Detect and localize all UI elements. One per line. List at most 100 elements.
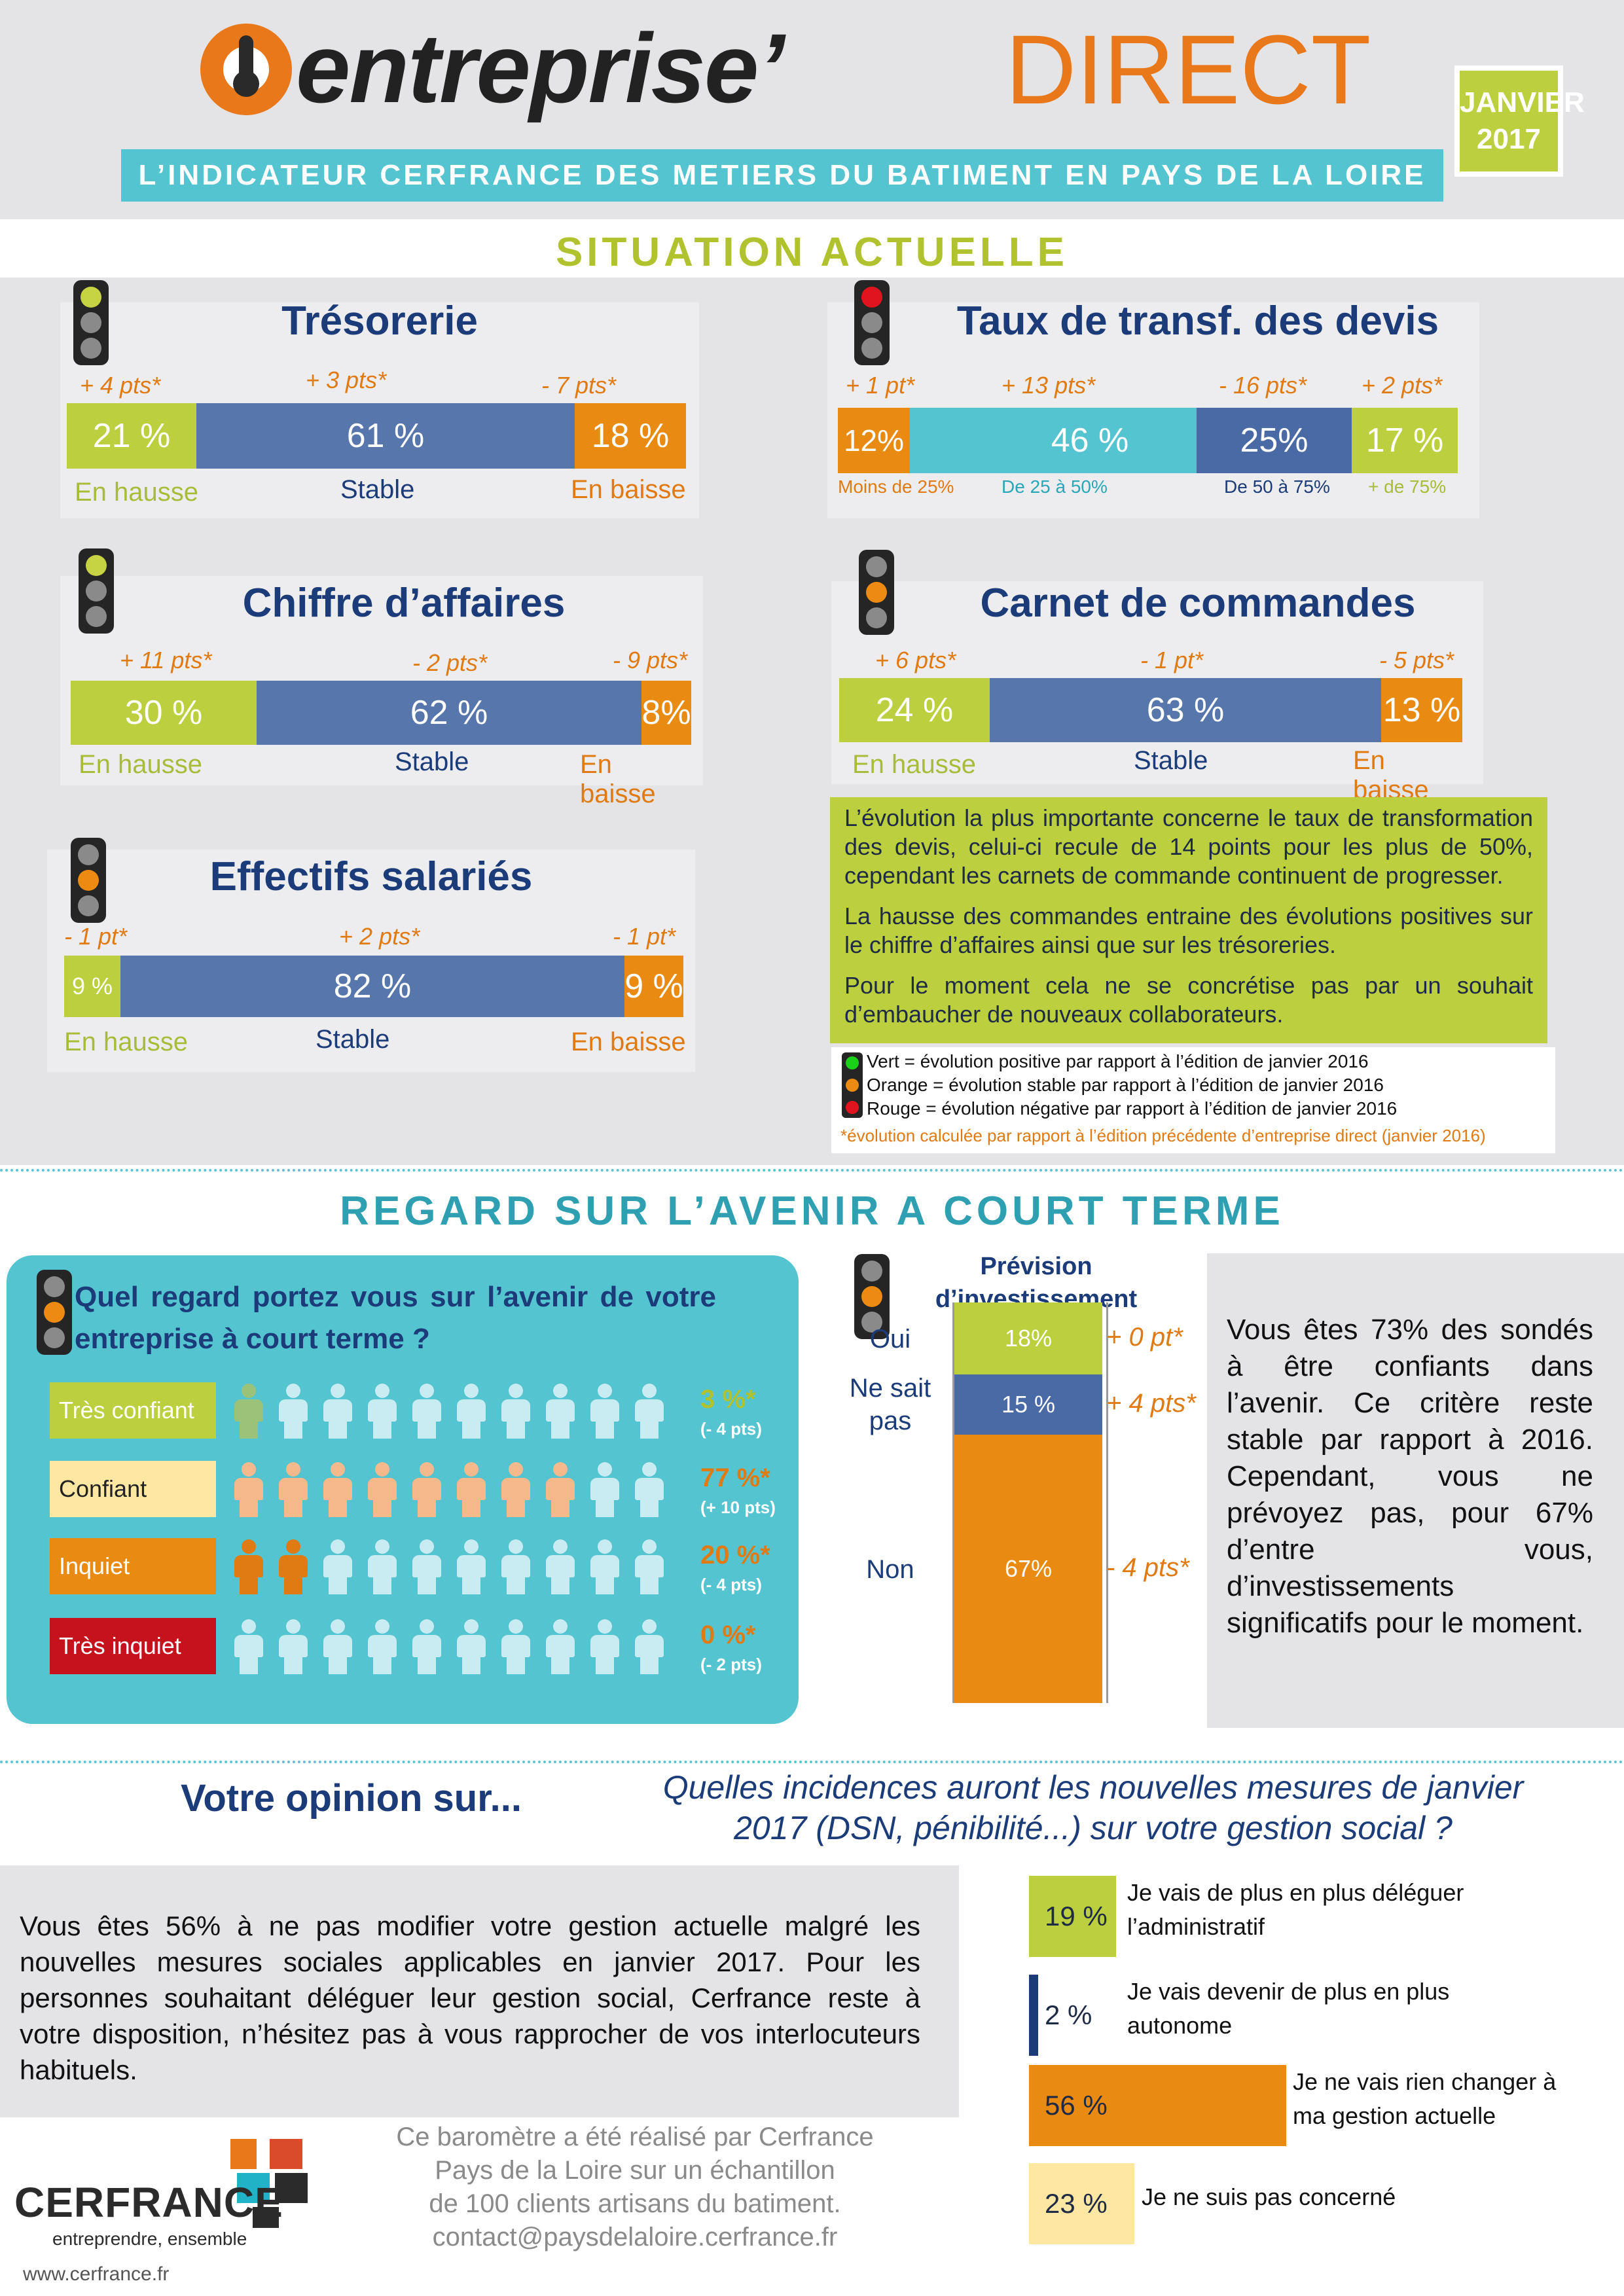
opinion-bar-2 bbox=[1029, 1975, 1038, 2056]
delta-tresorerie-baisse: - 7 pts* bbox=[541, 372, 617, 399]
person-icon bbox=[364, 1539, 401, 1594]
bar-tresorerie-baisse: 18 % bbox=[575, 403, 686, 469]
opinion-label-1: Je vais de plus en plus déléguer l’admin… bbox=[1127, 1879, 1464, 1940]
legend-note: *évolution calculée par rapport à l’édit… bbox=[840, 1126, 1486, 1145]
bar-devis-4: 17 % bbox=[1352, 408, 1458, 473]
footer-note-1: Ce baromètre a été réalisé par Cerfrance bbox=[396, 2123, 874, 2151]
person-icon bbox=[408, 1619, 445, 1674]
delta-devis-3: - 16 pts* bbox=[1219, 372, 1307, 399]
investment-bar-1: 18% bbox=[954, 1302, 1102, 1374]
person-icon bbox=[453, 1539, 490, 1594]
label-devis-4: + de 75% bbox=[1368, 476, 1447, 497]
bar-carnet-baisse: 13 % bbox=[1381, 678, 1462, 742]
opinion-title: Votre opinion sur... bbox=[181, 1777, 522, 1820]
person-icon bbox=[319, 1539, 356, 1594]
bar-ca-hausse: 30 % bbox=[71, 681, 257, 745]
legend-green: Vert = évolution positive par rapport à … bbox=[867, 1051, 1369, 1071]
situation-comment-3: Pour le moment cela ne se concrétise pas… bbox=[844, 972, 1533, 1028]
investment-bar-2: 15 % bbox=[954, 1374, 1102, 1435]
bar-effectifs-baisse: 9 % bbox=[624, 956, 683, 1017]
bar-carnet-hausse: 24 % bbox=[839, 678, 990, 742]
traffic-light-effectifs-icon bbox=[71, 838, 106, 923]
delta-ca-hausse: + 11 pts* bbox=[120, 647, 212, 673]
opinion-text-box bbox=[0, 1865, 959, 2117]
traffic-light-devis-icon bbox=[854, 280, 890, 365]
traffic-light-confiance-icon bbox=[37, 1270, 72, 1355]
person-icon bbox=[230, 1539, 267, 1594]
person-icon bbox=[542, 1619, 579, 1674]
opinion-bar-3 bbox=[1029, 2065, 1286, 2146]
person-icon bbox=[364, 1462, 401, 1517]
date-badge: JANVIER 2017 bbox=[1454, 65, 1585, 177]
person-icon bbox=[497, 1619, 534, 1674]
legend-box: Vert = évolution positive par rapport à … bbox=[831, 1047, 1555, 1153]
confidence-delta-1: (- 4 pts) bbox=[700, 1419, 762, 1439]
bar-effectifs-stable: 82 % bbox=[120, 956, 624, 1017]
delta-ca-baisse: - 9 pts* bbox=[613, 647, 688, 673]
traffic-light-ca-icon bbox=[79, 548, 114, 634]
delta-tresorerie-stable: + 3 pts* bbox=[306, 367, 387, 393]
title-effectifs: Effectifs salariés bbox=[209, 854, 533, 899]
person-icon bbox=[631, 1539, 668, 1594]
thermometer-logo-icon bbox=[200, 24, 292, 115]
person-icon bbox=[364, 1619, 401, 1674]
label-carnet-baisse: En baisse bbox=[1353, 746, 1429, 804]
label-carnet-hausse: En hausse bbox=[852, 750, 977, 779]
traffic-light-carnet-icon bbox=[859, 550, 894, 635]
opinion-label-4: Je ne suis pas concerné bbox=[1142, 2183, 1396, 2210]
confidence-delta-3: (- 4 pts) bbox=[700, 1575, 762, 1594]
confidence-value-1: 3 %* bbox=[700, 1385, 756, 1414]
investment-label-3: Non bbox=[866, 1555, 914, 1584]
bar-carnet-stable: 63 % bbox=[990, 678, 1381, 742]
person-icon bbox=[497, 1539, 534, 1594]
label-tresorerie-hausse: En hausse bbox=[75, 478, 199, 507]
investment-delta-3: - 4 pts* bbox=[1106, 1553, 1189, 1582]
cerfrance-tagline: entreprendre, ensemble bbox=[52, 2229, 247, 2249]
person-icon bbox=[364, 1384, 401, 1439]
delta-devis-2: + 13 pts* bbox=[1001, 372, 1096, 399]
website-link[interactable]: www.cerfrance.fr bbox=[23, 2263, 170, 2285]
person-icon bbox=[586, 1462, 623, 1517]
person-icon bbox=[453, 1619, 490, 1674]
section-divider-avenir bbox=[0, 1169, 1624, 1175]
confidence-value-4: 0 %* bbox=[700, 1621, 756, 1649]
delta-devis-1: + 1 pt* bbox=[846, 372, 915, 399]
person-icon bbox=[408, 1539, 445, 1594]
label-devis-1: Moins de 25% bbox=[838, 476, 954, 497]
footer-note-4[interactable]: contact@paysdelaloire.cerfrance.fr bbox=[432, 2223, 838, 2251]
delta-tresorerie-hausse: + 4 pts* bbox=[80, 372, 161, 399]
investment-delta-1: + 0 pt* bbox=[1106, 1323, 1183, 1352]
confidence-delta-4: (- 2 pts) bbox=[700, 1655, 762, 1674]
opinion-value-1: 19 % bbox=[1045, 1901, 1108, 1931]
person-icon bbox=[631, 1619, 668, 1674]
section-title-situation: SITUATION ACTUELLE bbox=[555, 230, 1069, 275]
situation-comment-2: La hausse des commandes entraine des évo… bbox=[844, 903, 1533, 958]
legend-red: Rouge = évolution négative par rapport à… bbox=[867, 1098, 1398, 1119]
footer-note: Ce baromètre a été réalisé par Cerfrance… bbox=[353, 2121, 916, 2254]
label-ca-hausse: En hausse bbox=[79, 750, 203, 779]
opinion-bar-1 bbox=[1029, 1876, 1116, 1957]
opinion-bar-4 bbox=[1029, 2163, 1134, 2244]
opinion-value-2: 2 % bbox=[1045, 2000, 1092, 2030]
situation-comment-box: L’évolution la plus importante concerne … bbox=[830, 797, 1547, 1043]
investment-label-2: Ne sait pas bbox=[849, 1374, 931, 1435]
person-icon bbox=[586, 1539, 623, 1594]
person-icon bbox=[319, 1384, 356, 1439]
footer-note-3: de 100 clients artisans du batiment. bbox=[429, 2189, 841, 2218]
bar-tresorerie-stable: 61 % bbox=[196, 403, 575, 469]
person-icon bbox=[408, 1384, 445, 1439]
bar-devis-1: 12% bbox=[838, 408, 910, 473]
confidence-value-3: 20 %* bbox=[700, 1541, 770, 1570]
label-ca-baisse: En baisse bbox=[580, 750, 656, 808]
title-ca: Chiffre d’affaires bbox=[242, 581, 566, 626]
delta-effectifs-hausse: - 1 pt* bbox=[64, 923, 128, 950]
person-icon bbox=[319, 1619, 356, 1674]
label-effectifs-stable: Stable bbox=[316, 1025, 390, 1054]
traffic-light-tresorerie-icon bbox=[73, 280, 109, 365]
person-icon bbox=[497, 1384, 534, 1439]
confidence-label-1: Très confiant bbox=[50, 1382, 216, 1439]
person-icon bbox=[275, 1384, 312, 1439]
person-icon bbox=[453, 1462, 490, 1517]
opinion-label-3: Je ne vais rien changer à ma gestion act… bbox=[1293, 2068, 1557, 2129]
person-icon bbox=[230, 1462, 267, 1517]
